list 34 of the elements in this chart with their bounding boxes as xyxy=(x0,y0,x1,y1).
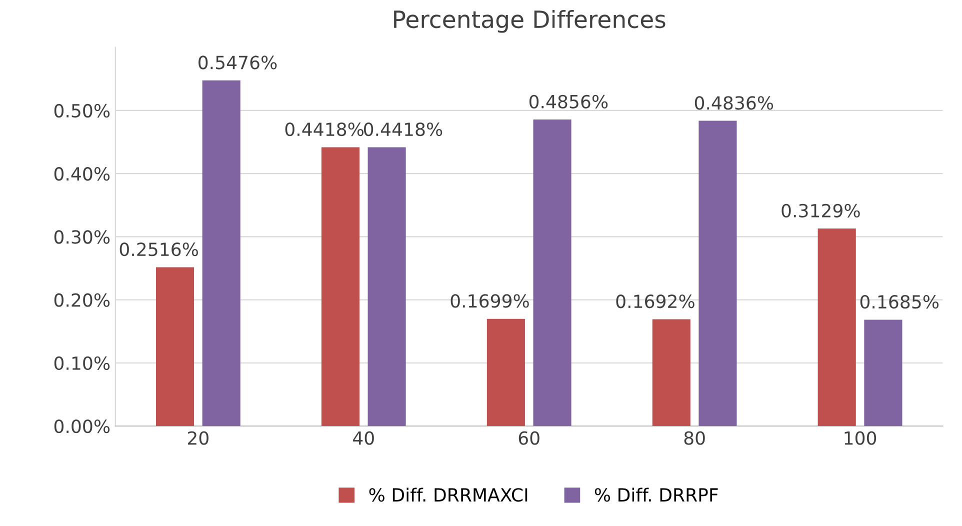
data-label: 0.4418% xyxy=(285,122,364,136)
data-label: 0.4856% xyxy=(529,94,608,108)
data-label: 0.1699% xyxy=(450,294,529,308)
data-label: 0.3129% xyxy=(782,204,860,218)
bar xyxy=(818,228,856,426)
bar xyxy=(202,80,240,426)
data-label: 0.2516% xyxy=(120,242,198,256)
legend-label: % Diff. DRRMAXCI xyxy=(369,488,528,502)
x-tick-label: 40 xyxy=(353,431,374,445)
bar xyxy=(368,147,406,426)
chart-title: Percentage Differences xyxy=(394,10,666,33)
data-label: 0.4836% xyxy=(694,96,774,110)
legend-label: % Diff. DRRPF xyxy=(594,488,718,502)
data-label: 0.1685% xyxy=(860,294,939,309)
bar xyxy=(652,319,690,426)
bar xyxy=(698,120,737,426)
bar xyxy=(533,120,572,426)
y-tick-label: 0.10% xyxy=(54,356,110,370)
data-label: 0.5476% xyxy=(198,56,277,70)
x-tick-label: 60 xyxy=(518,431,540,445)
x-tick-label: 80 xyxy=(684,431,705,445)
x-tick-label: 20 xyxy=(188,431,208,445)
bar xyxy=(864,320,902,426)
bar xyxy=(321,147,360,426)
y-tick-label: 0.00% xyxy=(54,420,110,434)
bar xyxy=(156,267,194,426)
x-tick-label: 100 xyxy=(844,431,876,445)
data-label: 0.4418% xyxy=(364,122,442,136)
y-tick-label: 0.30% xyxy=(54,230,110,244)
data-label: 0.1692% xyxy=(616,294,694,308)
y-tick-label: 0.40% xyxy=(54,167,110,181)
y-tick-label: 0.20% xyxy=(54,293,110,307)
bar xyxy=(486,318,525,426)
y-tick-label: 0.50% xyxy=(54,104,110,118)
